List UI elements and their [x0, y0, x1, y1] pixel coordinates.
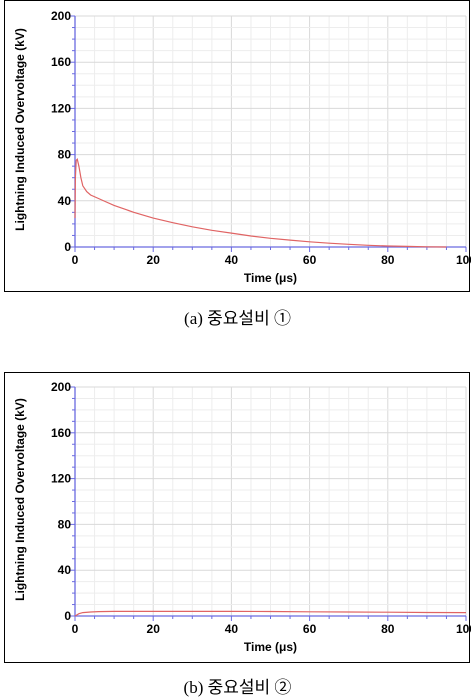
series-line-1 — [74, 157, 447, 248]
y-axis-title: Lightning Induced Overvoltage (kV) — [13, 398, 27, 601]
x-tick-label: 60 — [303, 622, 317, 636]
y-axis-title: Lightning Induced Overvoltage (kV) — [13, 28, 27, 231]
grid — [74, 15, 467, 248]
x-tick-label: 100 — [456, 622, 471, 636]
x-tick-label: 100 — [456, 253, 471, 267]
x-tick-label: 40 — [225, 253, 239, 267]
y-tick-label: 160 — [51, 55, 71, 69]
y-tick-label: 0 — [64, 240, 71, 254]
series-line-1 — [74, 610, 467, 617]
x-tick-label: 40 — [225, 622, 239, 636]
y-tick-label: 40 — [58, 194, 72, 208]
chart-a: 0 20 40 60 80 100 0 40 80 120 160 200 Time (μs) Light… — [13, 9, 471, 285]
y-tick-label: 200 — [51, 380, 71, 394]
x-tick-label: 20 — [147, 622, 161, 636]
caption-b: (b) 중요설비 ② — [183, 678, 292, 697]
caption-a: (a) 중요설비 ① — [184, 309, 291, 328]
y-tick-label: 120 — [51, 472, 71, 486]
x-tick-label: 20 — [147, 253, 161, 267]
chart-b: 0 20 40 60 80 100 0 40 80 120 160 200 Time (μs) Light… — [13, 380, 471, 654]
x-tick-label: 60 — [303, 253, 317, 267]
chart-panel-a: 0 20 40 60 80 100 0 40 80 120 160 200 Time (μs) Light… — [4, 0, 471, 292]
y-tick-label: 80 — [58, 148, 72, 162]
x-axis-title: Time (μs) — [244, 640, 297, 654]
x-tick-label: 0 — [72, 622, 79, 636]
x-tick-label: 80 — [381, 253, 395, 267]
y-tick-label: 40 — [58, 563, 72, 577]
y-tick-label: 80 — [58, 517, 72, 531]
y-tick-label: 0 — [64, 609, 71, 623]
chart-panel-b: 0 20 40 60 80 100 0 40 80 120 160 200 Time (μs) Light… — [4, 372, 471, 663]
y-tick-label: 200 — [51, 9, 71, 23]
x-axis-title: Time (μs) — [244, 271, 297, 285]
x-tick-label: 0 — [72, 253, 79, 267]
grid — [74, 386, 467, 617]
y-tick-label: 120 — [51, 101, 71, 115]
x-tick-label: 80 — [381, 622, 395, 636]
y-tick-label: 160 — [51, 426, 71, 440]
